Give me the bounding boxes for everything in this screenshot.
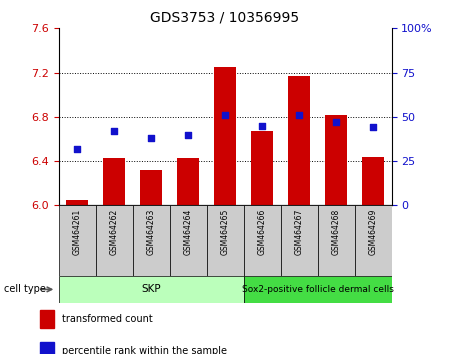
Text: Sox2-positive follicle dermal cells: Sox2-positive follicle dermal cells bbox=[242, 285, 393, 294]
Text: GSM464269: GSM464269 bbox=[369, 209, 378, 255]
Bar bbox=[103, 158, 125, 205]
Text: GSM464265: GSM464265 bbox=[220, 209, 230, 255]
Bar bbox=[251, 131, 273, 205]
Bar bbox=[243, 205, 280, 276]
Bar bbox=[362, 156, 384, 205]
Bar bbox=[132, 205, 170, 276]
Bar bbox=[243, 276, 392, 303]
Bar bbox=[58, 205, 95, 276]
Bar bbox=[207, 205, 243, 276]
Bar bbox=[280, 205, 318, 276]
Text: cell type: cell type bbox=[4, 284, 46, 295]
Bar bbox=[95, 205, 132, 276]
Bar bbox=[214, 67, 236, 205]
Bar bbox=[325, 115, 347, 205]
Text: SKP: SKP bbox=[141, 284, 161, 295]
Text: GSM464261: GSM464261 bbox=[72, 209, 81, 255]
Bar bbox=[140, 170, 162, 205]
Text: GSM464268: GSM464268 bbox=[332, 209, 341, 255]
Point bbox=[184, 132, 192, 137]
Text: GSM464266: GSM464266 bbox=[257, 209, 266, 255]
Text: GSM464262: GSM464262 bbox=[109, 209, 118, 255]
Point bbox=[221, 112, 229, 118]
Bar bbox=[355, 205, 392, 276]
Bar bbox=[66, 200, 88, 205]
Text: GSM464264: GSM464264 bbox=[184, 209, 193, 255]
Point bbox=[73, 146, 81, 152]
Point bbox=[110, 128, 117, 134]
Text: percentile rank within the sample: percentile rank within the sample bbox=[62, 346, 227, 354]
Text: GSM464263: GSM464263 bbox=[147, 209, 156, 255]
Bar bbox=[177, 158, 199, 205]
Bar bbox=[288, 76, 310, 205]
Bar bbox=[58, 276, 243, 303]
Point bbox=[258, 123, 265, 129]
Bar bbox=[318, 205, 355, 276]
Bar bbox=[40, 342, 54, 354]
Point bbox=[369, 125, 377, 130]
Point bbox=[148, 135, 155, 141]
Text: GSM464267: GSM464267 bbox=[294, 209, 303, 255]
Title: GDS3753 / 10356995: GDS3753 / 10356995 bbox=[150, 10, 300, 24]
Point bbox=[333, 119, 340, 125]
Bar bbox=[40, 310, 54, 328]
Bar bbox=[170, 205, 207, 276]
Point bbox=[295, 112, 302, 118]
Text: transformed count: transformed count bbox=[62, 314, 153, 324]
